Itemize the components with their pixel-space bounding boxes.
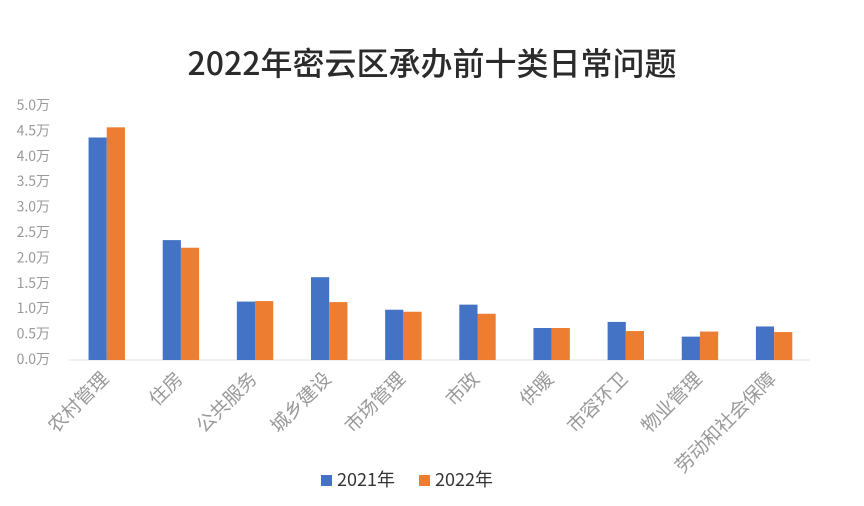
svg-text:0.0万: 0.0万 xyxy=(17,349,50,369)
svg-text:5.0万: 5.0万 xyxy=(17,95,50,115)
svg-text:4.5万: 4.5万 xyxy=(17,120,50,140)
svg-text:市政: 市政 xyxy=(439,365,485,411)
svg-text:城乡建设: 城乡建设 xyxy=(264,365,337,438)
svg-text:3.0万: 3.0万 xyxy=(17,197,50,217)
svg-text:农村管理: 农村管理 xyxy=(41,365,114,438)
svg-text:2.5万: 2.5万 xyxy=(17,222,50,242)
svg-text:市场管理: 市场管理 xyxy=(338,365,411,438)
svg-text:3.5万: 3.5万 xyxy=(17,171,50,191)
svg-text:公共服务: 公共服务 xyxy=(189,365,262,438)
svg-text:供暖: 供暖 xyxy=(513,365,559,411)
svg-text:1.0万: 1.0万 xyxy=(17,298,50,318)
svg-text:1.5万: 1.5万 xyxy=(17,273,50,293)
svg-text:市容环卫: 市容环卫 xyxy=(560,365,633,438)
svg-text:物业管理: 物业管理 xyxy=(634,365,707,438)
svg-text:住房: 住房 xyxy=(142,365,188,411)
svg-text:2.0万: 2.0万 xyxy=(17,247,50,267)
svg-text:0.5万: 0.5万 xyxy=(17,324,50,344)
svg-text:4.0万: 4.0万 xyxy=(17,146,50,166)
